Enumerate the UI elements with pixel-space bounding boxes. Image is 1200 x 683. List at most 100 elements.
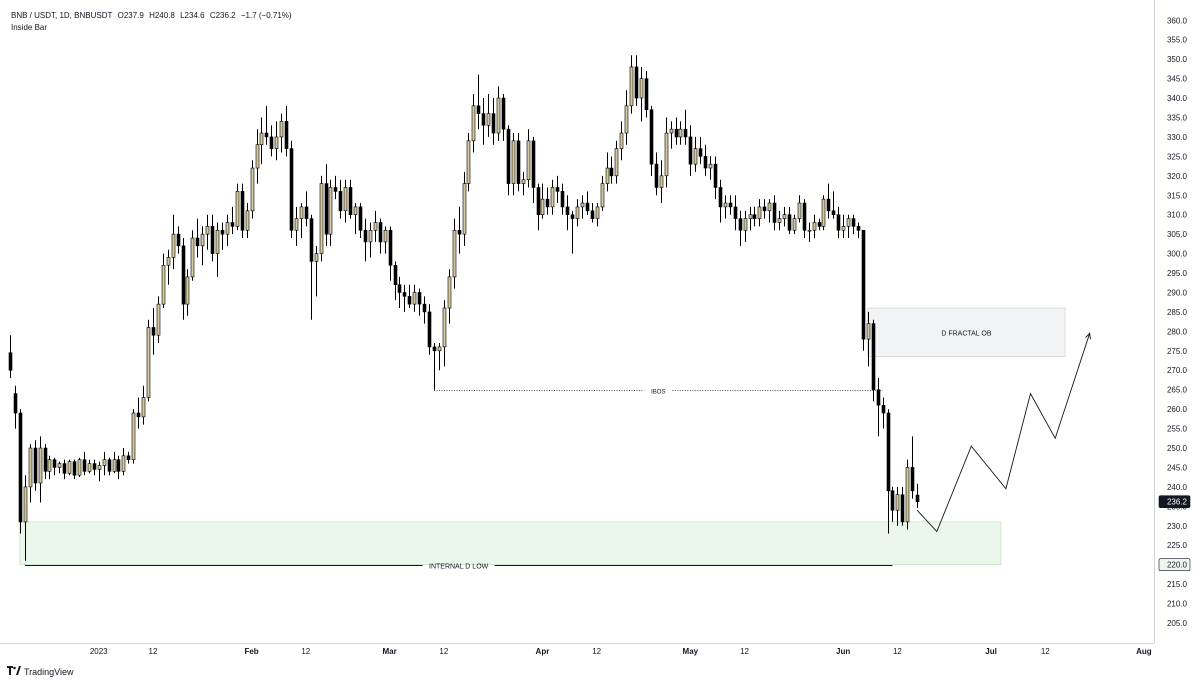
candle-body[interactable]: [92, 463, 97, 470]
candle-body[interactable]: [116, 459, 121, 472]
candle-body[interactable]: [910, 467, 915, 492]
demand-zone[interactable]: [19, 521, 1002, 565]
candle-body[interactable]: [757, 206, 762, 219]
candle-body[interactable]: [87, 463, 92, 472]
candle-body[interactable]: [674, 128, 679, 138]
candle-body[interactable]: [38, 447, 43, 484]
candle-body[interactable]: [220, 229, 225, 235]
candle-body[interactable]: [526, 140, 531, 181]
candle-body[interactable]: [560, 191, 565, 208]
candle-body[interactable]: [102, 459, 107, 466]
candle-body[interactable]: [13, 393, 18, 414]
candle-body[interactable]: [708, 163, 713, 169]
candle-body[interactable]: [333, 187, 338, 192]
candle-body[interactable]: [378, 222, 383, 243]
candle-body[interactable]: [151, 327, 156, 336]
candle-body[interactable]: [279, 121, 284, 138]
last-price-tag[interactable]: [1158, 495, 1191, 508]
candle-body[interactable]: [536, 187, 541, 216]
candle-body[interactable]: [264, 132, 269, 138]
candle-body[interactable]: [107, 459, 112, 472]
candle-body[interactable]: [841, 226, 846, 231]
candle-body[interactable]: [659, 175, 664, 188]
candle-body[interactable]: [314, 253, 319, 262]
candle-body[interactable]: [565, 206, 570, 216]
candle-body[interactable]: [846, 218, 851, 227]
tradingview-logo[interactable]: TradingView: [7, 666, 74, 678]
candle-body[interactable]: [181, 245, 186, 305]
candle-body[interactable]: [595, 206, 600, 219]
candle-body[interactable]: [585, 202, 590, 212]
candle-body[interactable]: [274, 136, 279, 149]
candle-body[interactable]: [368, 229, 373, 243]
candle-body[interactable]: [555, 187, 560, 192]
candle-body[interactable]: [723, 202, 728, 208]
candle-body[interactable]: [299, 206, 304, 219]
candle-body[interactable]: [200, 233, 205, 247]
candle-body[interactable]: [328, 187, 333, 235]
candle-body[interactable]: [767, 202, 772, 212]
candle-body[interactable]: [639, 78, 644, 99]
candle-body[interactable]: [250, 167, 255, 212]
candle-body[interactable]: [703, 156, 708, 169]
candle-body[interactable]: [915, 494, 920, 502]
candle-body[interactable]: [792, 218, 797, 231]
candle-body[interactable]: [886, 412, 891, 492]
candle-body[interactable]: [580, 202, 585, 208]
candle-body[interactable]: [609, 167, 614, 177]
candle-body[interactable]: [240, 191, 245, 231]
candle-body[interactable]: [644, 78, 649, 111]
candle-body[interactable]: [393, 264, 398, 285]
candle-body[interactable]: [462, 183, 467, 235]
candle-body[interactable]: [373, 222, 378, 231]
candle-body[interactable]: [43, 447, 48, 472]
candle-body[interactable]: [353, 206, 358, 216]
candle-body[interactable]: [319, 183, 324, 254]
candle-body[interactable]: [304, 206, 309, 219]
candle-body[interactable]: [47, 459, 52, 472]
candle-body[interactable]: [245, 210, 250, 231]
candle-body[interactable]: [590, 210, 595, 219]
candle-body[interactable]: [496, 97, 501, 134]
candle-body[interactable]: [516, 140, 521, 184]
candle-body[interactable]: [33, 447, 38, 484]
candle-body[interactable]: [861, 229, 866, 340]
candle-body[interactable]: [501, 97, 506, 130]
candle-body[interactable]: [476, 105, 481, 114]
candle-body[interactable]: [452, 229, 457, 278]
candle-body[interactable]: [447, 276, 452, 309]
candle-body[interactable]: [417, 292, 422, 305]
candle-body[interactable]: [28, 447, 33, 488]
candle-body[interactable]: [136, 412, 141, 418]
candle-body[interactable]: [67, 461, 72, 474]
candle-body[interactable]: [807, 229, 812, 232]
candle-body[interactable]: [531, 140, 536, 188]
candle-body[interactable]: [338, 191, 343, 212]
indicator-label[interactable]: Inside Bar: [11, 23, 48, 32]
candle-body[interactable]: [259, 132, 264, 146]
candle-body[interactable]: [890, 490, 895, 511]
candle-body[interactable]: [797, 202, 802, 219]
candle-body[interactable]: [802, 202, 807, 231]
candle-body[interactable]: [166, 257, 171, 266]
candle-body[interactable]: [269, 136, 274, 149]
candle-body[interactable]: [669, 128, 674, 134]
candle-body[interactable]: [407, 296, 412, 305]
candle-body[interactable]: [8, 352, 13, 371]
candle-body[interactable]: [363, 229, 368, 243]
candle-body[interactable]: [471, 105, 476, 142]
candle-body[interactable]: [432, 346, 437, 352]
candle-body[interactable]: [698, 148, 703, 157]
candle-body[interactable]: [550, 187, 555, 208]
candle-body[interactable]: [205, 226, 210, 235]
candle-body[interactable]: [402, 292, 407, 297]
candle-body[interactable]: [540, 198, 545, 216]
candle-body[interactable]: [422, 303, 427, 313]
candle-body[interactable]: [787, 214, 792, 231]
candle-body[interactable]: [688, 136, 693, 165]
candle-body[interactable]: [683, 128, 688, 138]
candle-body[interactable]: [215, 229, 220, 254]
candle-body[interactable]: [23, 486, 28, 523]
candle-body[interactable]: [121, 455, 126, 472]
